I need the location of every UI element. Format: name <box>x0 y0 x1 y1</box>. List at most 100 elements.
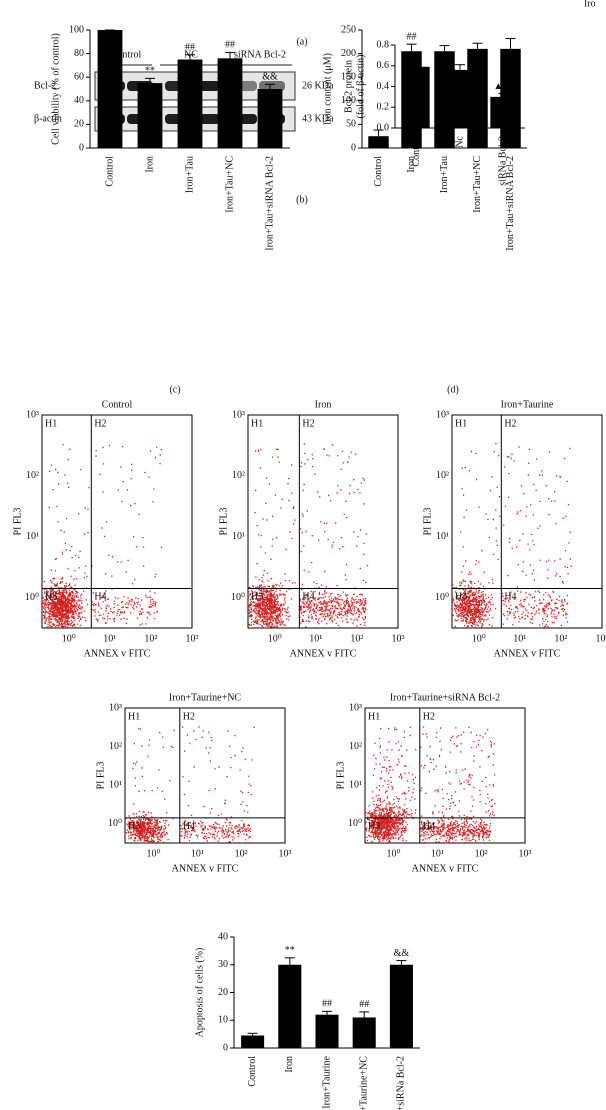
lane-group-label: siRNA Bcl-2 <box>234 49 286 60</box>
flow-y-tick-label: 10¹ <box>109 779 122 790</box>
flow-x-tick-label: 10² <box>144 633 157 644</box>
quadrant-label: H1 <box>368 711 380 722</box>
flow-x-tick-label: 10¹ <box>309 633 322 644</box>
flow-x-tick-label: 10³ <box>279 848 292 859</box>
x-tick-label: Iron <box>406 156 417 173</box>
flow-x-tick-label: 10³ <box>596 633 606 644</box>
bar <box>241 1035 265 1048</box>
bar <box>500 48 521 148</box>
flow-x-tick-label: 10¹ <box>103 633 116 644</box>
blot-row-label: Bcl-2 <box>34 80 56 91</box>
flow-x-label: ANNEX v FITC <box>172 863 239 874</box>
y-tick-label: 250 <box>341 24 356 35</box>
flow-y-label: PI FL3 <box>218 507 229 535</box>
panel-label: (d) <box>447 384 459 395</box>
x-tick-label: Iron+Tau <box>439 156 450 193</box>
flow-x-tick-label: 10¹ <box>431 848 444 859</box>
quadrant-label: H3 <box>45 592 57 603</box>
quadrant-label: H4 <box>504 592 516 603</box>
bar <box>401 51 422 148</box>
flow-frame <box>451 414 603 629</box>
significance-mark: ** <box>145 66 155 77</box>
significance-mark: ## <box>407 31 417 42</box>
quadrant-label: H2 <box>183 711 195 722</box>
significance-mark: ## <box>225 40 235 51</box>
flow-y-tick-label: 10³ <box>436 409 449 420</box>
flow-x-label: ANNEX v FITC <box>494 648 561 659</box>
flow-y-label: PI FL3 <box>422 507 433 535</box>
quadrant-label: H4 <box>183 821 195 832</box>
significance-mark: ** <box>285 945 295 956</box>
flow-y-tick-label: 10⁰ <box>231 592 245 603</box>
quadrant-label: H3 <box>455 592 467 603</box>
significance-mark: ## <box>359 999 369 1010</box>
significance-mark: && <box>262 72 278 83</box>
x-tick-label: Iron+Tau+siRNA Bcl-2 <box>505 156 516 251</box>
y-tick-label: 20 <box>74 119 84 130</box>
flow-x-tick-label: 10⁰ <box>146 848 160 859</box>
flow-x-tick-label: 10³ <box>519 848 532 859</box>
significance-mark: ## <box>322 999 332 1010</box>
x-tick-label: Iron <box>144 156 155 173</box>
flow-y-label: PI FL3 <box>335 761 346 789</box>
quadrant-label: H1 <box>455 418 467 429</box>
flow-x-tick-label: 10² <box>235 848 248 859</box>
y-tick-label: 40 <box>74 95 84 106</box>
y-tick-label: 0.0 <box>377 122 390 133</box>
flow-y-tick-label: 10³ <box>109 702 122 713</box>
y-tick-label: 0.6 <box>377 60 390 71</box>
cut-text: Iro <box>584 0 596 9</box>
bar <box>257 89 283 148</box>
x-tick-label: siRNa Bcl-2 <box>498 136 509 186</box>
significance-mark: ## <box>185 42 195 53</box>
y-tick-label: 50 <box>346 119 356 130</box>
blot-band <box>259 81 285 91</box>
flow-y-tick-label: 10⁰ <box>348 818 362 829</box>
flow-y-tick-label: 10¹ <box>232 531 245 542</box>
flow-y-tick-label: 10² <box>109 741 122 752</box>
y-axis-label: Cell viability (% of control) <box>50 33 61 145</box>
y-axis-label: Iron content (μM) <box>322 53 333 125</box>
flow-y-tick-label: 10³ <box>26 409 39 420</box>
x-tick-label: Iron+Taurine+siRNa Bcl-2 <box>396 1056 407 1110</box>
y-tick-label: 30 <box>218 959 228 970</box>
panel-label: (a) <box>296 36 307 47</box>
flow-y-tick-label: 10⁰ <box>435 592 449 603</box>
bar <box>352 1017 376 1048</box>
x-tick-label: Iron+Tau+NC <box>224 156 235 213</box>
flow-x-label: ANNEX v FITC <box>412 863 479 874</box>
quadrant-label: H4 <box>423 821 435 832</box>
flow-x-tick-label: 10⁰ <box>268 633 282 644</box>
x-tick-label: Control <box>373 156 384 187</box>
flow-frame <box>124 707 286 844</box>
y-tick-label: 0.2 <box>377 102 390 113</box>
y-tick-label: 100 <box>341 95 356 106</box>
flow-x-tick-label: 10³ <box>392 633 405 644</box>
flow-x-tick-label: 10¹ <box>513 633 526 644</box>
y-tick-label: 150 <box>341 71 356 82</box>
flow-y-label: PI FL3 <box>95 761 106 789</box>
x-tick-label: Iron+Tau+siRNA Bcl-2 <box>264 156 275 251</box>
flow-dots <box>248 443 369 628</box>
y-tick-label: 0.4 <box>377 81 390 92</box>
panel-label: (c) <box>169 384 180 395</box>
flow-y-tick-label: 10³ <box>349 702 362 713</box>
bar <box>467 48 488 148</box>
flow-frame <box>41 414 193 629</box>
quadrant-label: H2 <box>423 711 435 722</box>
flow-y-tick-label: 10² <box>232 470 245 481</box>
y-tick-label: 0 <box>223 1042 228 1053</box>
flow-y-tick-label: 10¹ <box>436 531 449 542</box>
flow-y-tick-label: 10² <box>349 741 362 752</box>
flow-frame <box>247 414 399 629</box>
y-axis-label: (fold of β-actin) <box>355 55 366 119</box>
bar <box>137 83 163 148</box>
y-tick-label: 0.8 <box>377 39 390 50</box>
x-tick-label: Iron+Tau+NC <box>472 156 483 213</box>
lane-group-label: Control <box>111 49 142 60</box>
y-tick-label: 0 <box>351 142 356 153</box>
flow-y-tick-label: 10² <box>26 470 39 481</box>
flow-x-tick-label: 10⁰ <box>386 848 400 859</box>
